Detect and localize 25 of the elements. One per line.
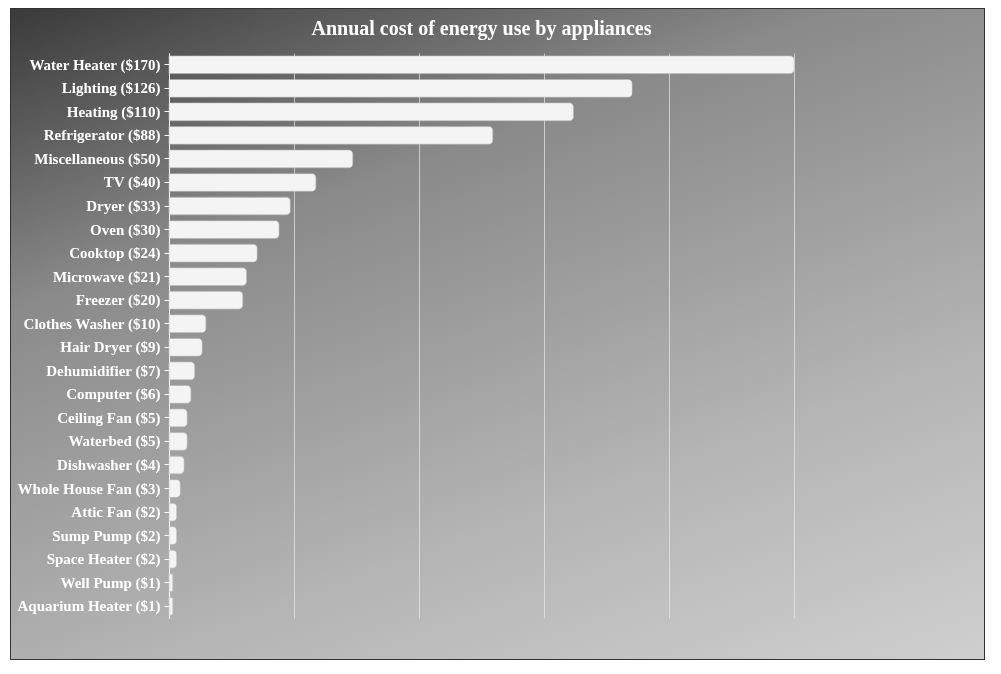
- y-tick-label: Lighting ($126): [61, 80, 161, 98]
- y-tick-label: Dehumidifier ($7): [46, 362, 161, 380]
- y-tick-label: Whole House Fan ($3): [17, 480, 161, 498]
- chart-title: Annual cost of energy use by appliances: [311, 17, 652, 40]
- y-tick-label: Hair Dryer ($9): [60, 339, 161, 357]
- y-tick-label: Miscellaneous ($50): [34, 150, 161, 168]
- y-tick-label: Aquarium Heater ($1): [17, 598, 161, 616]
- y-tick-label: Well Pump ($1): [60, 574, 161, 592]
- y-tick-label: Waterbed ($5): [68, 433, 161, 451]
- y-tick-label: Refrigerator ($88): [43, 127, 161, 145]
- y-tick-label: Space Heater ($2): [46, 551, 161, 569]
- y-tick-label: Dishwasher ($4): [57, 456, 161, 474]
- y-tick-label: Heating ($110): [66, 103, 161, 121]
- y-tick-label: Ceiling Fan ($5): [57, 409, 161, 427]
- y-tick-label: Attic Fan ($2): [71, 504, 161, 522]
- y-tick-label: Dryer ($33): [86, 198, 161, 216]
- y-tick-label: Cooktop ($24): [69, 245, 161, 263]
- y-tick-label: Microwave ($21): [52, 268, 161, 286]
- y-tick-label: Water Heater ($170): [29, 56, 161, 74]
- y-tick-label: Clothes Washer ($10): [23, 315, 161, 333]
- y-tick-label: TV ($40): [103, 174, 161, 192]
- y-tick-label: Sump Pump ($2): [52, 527, 161, 545]
- y-tick-label: Oven ($30): [90, 221, 161, 239]
- y-tick-label: Freezer ($20): [75, 292, 161, 310]
- y-tick-label: Computer ($6): [66, 386, 161, 404]
